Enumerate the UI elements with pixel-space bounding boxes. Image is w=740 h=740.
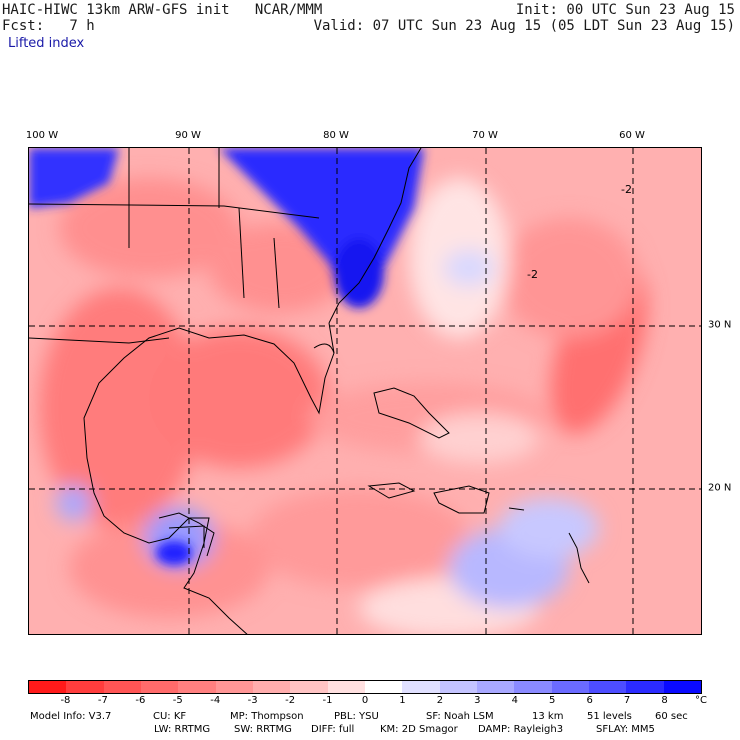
footer-diff: DIFF: full (311, 724, 355, 735)
footer-damp: DAMP: Rayleigh3 (478, 724, 564, 735)
colorbar-tick-label: 8 (661, 695, 668, 706)
colorbar-tick-label: 7 (623, 695, 631, 706)
colorbar-tick-label: 0 (361, 695, 369, 706)
lat-label-20n: 20 N (708, 482, 732, 494)
colorbar-tick-label: 2 (436, 695, 444, 706)
colorbar-tick-label: -2 (285, 695, 296, 706)
init-time: Init: 00 UTC Sun 23 Aug 15 (515, 2, 735, 18)
contour-label: -2 (527, 268, 538, 281)
coastlines (29, 148, 590, 634)
colorbar (28, 680, 702, 694)
model-title: HAIC-HIWC 13km ARW-GFS init NCAR/MMM (2, 2, 323, 18)
colorbar-swatch (252, 681, 291, 693)
valid-time: Valid: 07 UTC Sun 23 Aug 15 (05 LDT Sun … (313, 18, 735, 34)
lon-label-90w: 90 W (175, 130, 201, 141)
colorbar-swatch (514, 681, 552, 693)
colorbar-swatch (327, 681, 365, 693)
footer-km: KM: 2D Smagor (380, 724, 458, 735)
colorbar-swatch (29, 681, 67, 693)
contour-label: -2 (621, 183, 632, 196)
footer-sflay: SFLAY: MM5 (596, 724, 655, 735)
colorbar-swatch (476, 681, 515, 693)
colorbar-swatch (551, 681, 589, 693)
footer-timestep: 60 sec (655, 711, 688, 722)
footer-cu: CU: KF (153, 711, 187, 722)
colorbar-tick-label: -4 (210, 695, 221, 706)
lat-label-30n: 30 N (708, 319, 732, 331)
colorbar-swatch (290, 681, 328, 693)
forecast-hour: Fcst: 7 h (2, 18, 95, 34)
colorbar-swatch (626, 681, 664, 693)
colorbar-tick-label: 4 (511, 695, 518, 706)
lon-label-60w: 60 W (619, 130, 645, 141)
colorbar-swatch (364, 681, 403, 693)
colorbar-tick-label: -6 (135, 695, 146, 706)
lifted-index-map: -2 -2 (28, 147, 702, 635)
colorbar-tick-label: -1 (322, 695, 333, 706)
footer-sf: SF: Noah LSM (426, 711, 494, 722)
colorbar-tick-label: -3 (247, 695, 258, 706)
footer-resolution: 13 km (532, 711, 564, 722)
colorbar-swatch (402, 681, 440, 693)
graticule (29, 148, 701, 634)
colorbar-tick-label: 3 (474, 695, 481, 706)
footer-sw: SW: RRTMG (234, 724, 292, 735)
colorbar-tick-label: -8 (60, 695, 71, 706)
field-name: Lifted index (8, 36, 85, 51)
colorbar-unit: °C (695, 695, 707, 706)
footer-model-info: Model Info: V3.7 (30, 711, 112, 722)
footer-mp: MP: Thompson (230, 711, 304, 722)
colorbar-swatch (103, 681, 141, 693)
map-canvas: -2 -2 (29, 148, 701, 634)
lon-label-100w: 100 W (25, 130, 59, 141)
colorbar-swatch (588, 681, 627, 693)
footer-levels: 51 levels (587, 711, 632, 722)
colorbar-swatch (663, 681, 701, 693)
colorbar-swatch (215, 681, 253, 693)
field-shading (39, 178, 648, 634)
colorbar-tick-label: 5 (549, 695, 556, 706)
colorbar-tick-label: -5 (172, 695, 183, 706)
colorbar-tick-label: -7 (97, 695, 108, 706)
footer-pbl: PBL: YSU (334, 711, 379, 722)
lon-label-80w: 80 W (323, 130, 349, 141)
colorbar-tick-label: 6 (586, 695, 593, 706)
colorbar-tick-label: 1 (399, 695, 406, 706)
colorbar-swatch (439, 681, 477, 693)
footer-lw: LW: RRTMG (154, 724, 211, 735)
colorbar-swatch (178, 681, 216, 693)
colorbar-swatch (140, 681, 179, 693)
lon-label-70w: 70 W (472, 130, 498, 141)
colorbar-swatch (66, 681, 104, 693)
